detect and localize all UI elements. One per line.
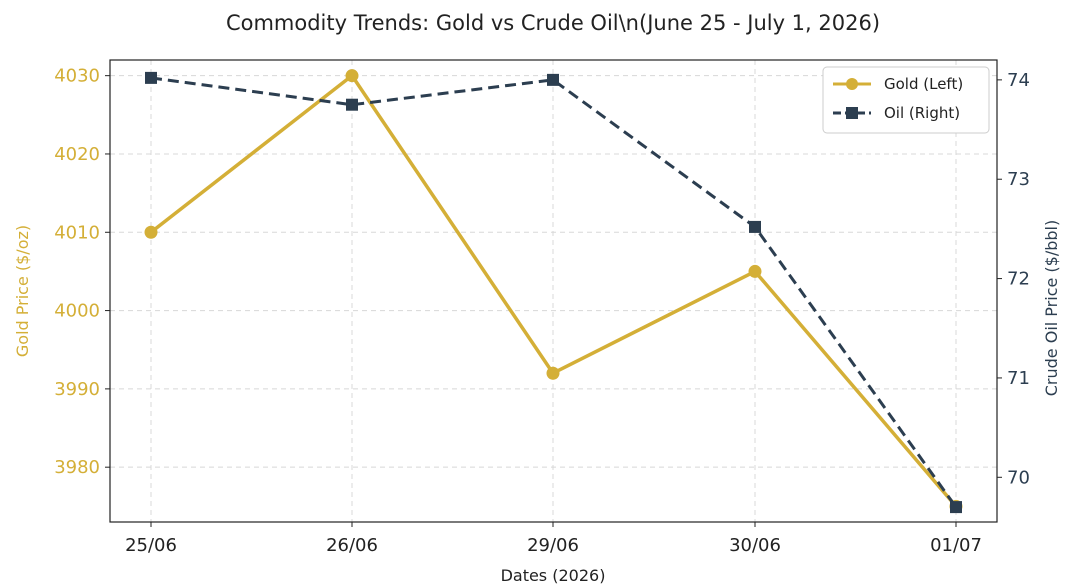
left-tick-label: 3990 xyxy=(54,379,100,400)
right-tick-label: 72 xyxy=(1007,269,1030,290)
x-tick-label: 26/06 xyxy=(326,535,378,556)
y-axis-right-label: Crude Oil Price ($/bbl) xyxy=(1042,220,1061,396)
left-tick-label: 4020 xyxy=(54,144,100,165)
right-tick-label: 73 xyxy=(1007,169,1030,190)
oil-data-point xyxy=(346,98,358,111)
left-tick-label: 4000 xyxy=(54,301,100,322)
legend: Gold (Left) Oil (Right) xyxy=(822,66,990,134)
left-tick-label: 4010 xyxy=(54,222,100,243)
right-tick-label: 70 xyxy=(1007,467,1030,488)
y-axis-left-label: Gold Price ($/oz) xyxy=(13,225,32,357)
legend-label-right: Oil (Right) xyxy=(884,104,960,122)
legend-label-left: Gold (Left) xyxy=(884,75,963,93)
oil-data-point xyxy=(749,220,761,233)
gold-data-point xyxy=(546,366,560,380)
gold-data-point xyxy=(345,69,359,83)
right-tick-label: 74 xyxy=(1007,70,1030,91)
chart-title: Commodity Trends: Gold vs Crude Oil\n(Ju… xyxy=(226,11,880,35)
gold-data-point xyxy=(748,264,762,278)
x-tick-label: 30/06 xyxy=(729,535,781,556)
oil-data-point xyxy=(547,73,559,86)
x-axis-label: Dates (2026) xyxy=(501,566,606,585)
left-axis-ticks: 3980 3990 4000 4010 4020 4030 xyxy=(54,66,110,478)
oil-series-line xyxy=(150,76,958,508)
right-tick-label: 71 xyxy=(1007,368,1030,389)
x-axis-ticks: 25/06 26/06 29/06 30/06 01/07 xyxy=(125,522,982,556)
grid xyxy=(110,60,997,522)
oil-data-point xyxy=(950,501,962,514)
legend-marker-circle xyxy=(846,78,858,90)
gold-data-point xyxy=(144,225,158,239)
left-tick-label: 3980 xyxy=(54,457,100,478)
oil-data-point xyxy=(145,71,157,84)
x-tick-label: 29/06 xyxy=(527,535,579,556)
legend-marker-square xyxy=(846,107,858,119)
series-layer xyxy=(144,69,963,514)
x-tick-label: 01/07 xyxy=(930,535,982,556)
x-tick-label: 25/06 xyxy=(125,535,177,556)
left-tick-label: 4030 xyxy=(54,66,100,87)
right-axis-ticks: 70 71 72 73 74 xyxy=(997,70,1030,488)
